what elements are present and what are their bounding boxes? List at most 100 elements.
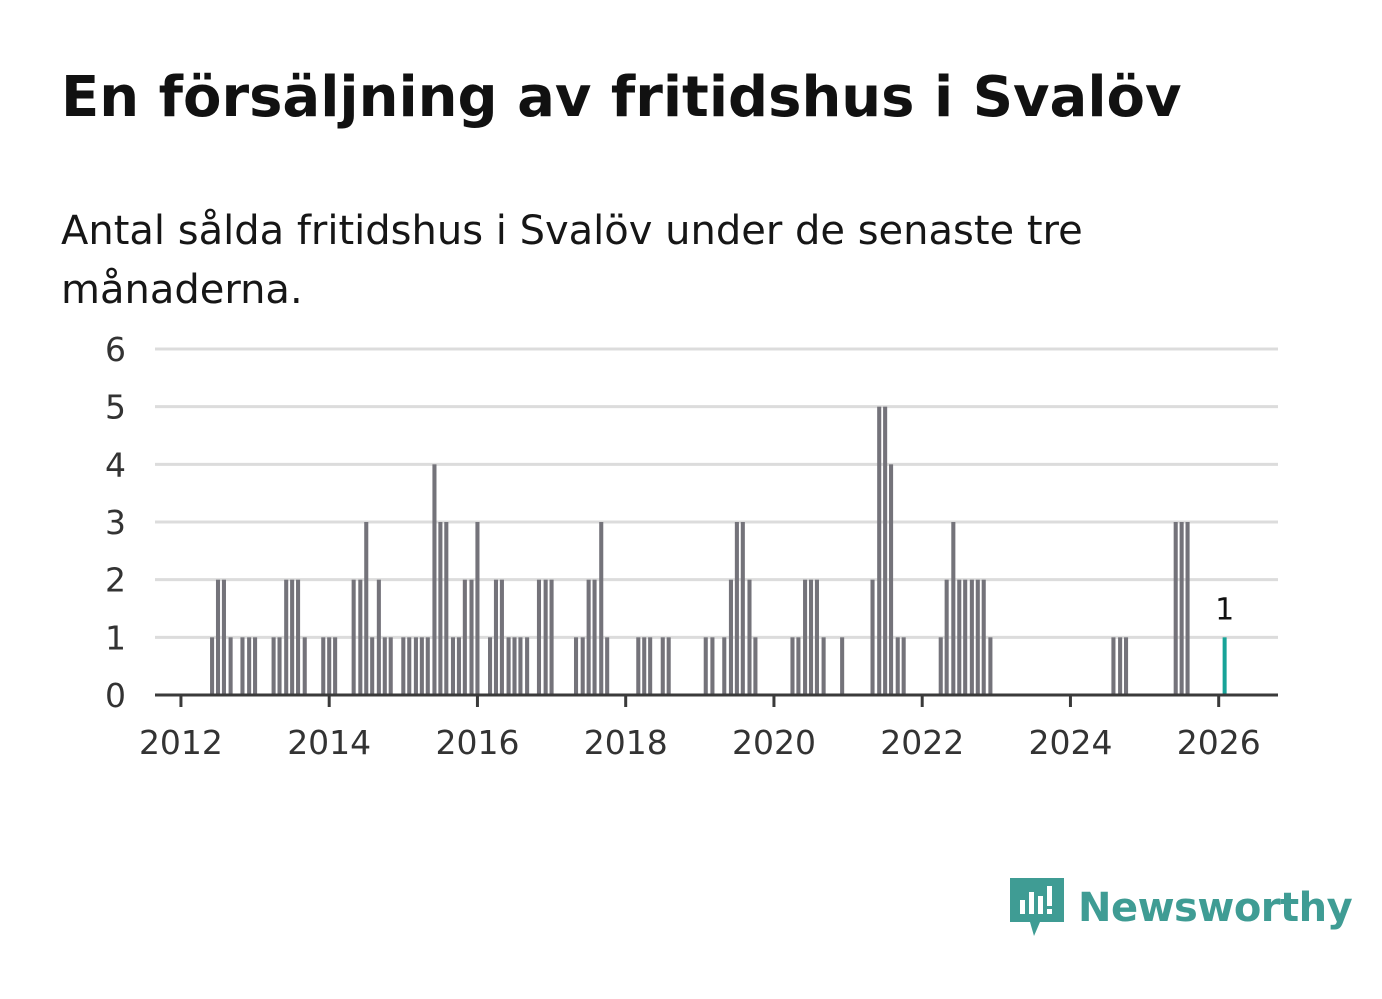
bar	[271, 637, 276, 695]
bar	[753, 637, 758, 695]
bar	[388, 637, 393, 695]
bar	[284, 579, 289, 695]
bar	[382, 637, 387, 695]
y-axis-labels: 0 1 2 3 4 5 6	[105, 330, 126, 715]
x-tick-label: 2024	[1028, 723, 1112, 762]
bar	[963, 579, 968, 695]
bar	[592, 579, 597, 695]
bar	[642, 637, 647, 695]
bar	[462, 579, 467, 695]
bar	[327, 637, 332, 695]
bar	[302, 637, 307, 695]
bar	[1185, 522, 1190, 695]
bar	[221, 579, 226, 695]
bar	[580, 637, 585, 695]
y-tick-label: 0	[105, 676, 126, 715]
x-axis	[155, 693, 1278, 707]
bar	[290, 579, 295, 695]
bar	[808, 579, 814, 695]
bar	[1124, 637, 1129, 695]
gridlines	[155, 347, 1278, 639]
bar	[488, 637, 493, 695]
bar	[605, 637, 610, 695]
chart-subtitle: Antal sålda fritidshus i Svalöv under de…	[61, 208, 1083, 313]
bar	[586, 579, 591, 695]
y-tick-label: 4	[105, 445, 126, 484]
y-tick-label: 5	[105, 388, 126, 427]
bar	[358, 579, 363, 695]
bar	[351, 579, 356, 695]
bar	[636, 637, 641, 695]
newsworthy-logo-text: Newsworthy	[1078, 885, 1353, 931]
bar	[1118, 637, 1123, 695]
bar	[364, 522, 369, 695]
data-labels: 1	[1215, 592, 1234, 627]
bar	[419, 637, 424, 695]
bar	[512, 637, 517, 695]
x-tick-label: 2016	[435, 723, 519, 762]
bar	[456, 637, 461, 695]
bar	[710, 637, 715, 695]
bar	[951, 522, 956, 695]
bar	[438, 522, 443, 695]
x-tick-label: 2018	[584, 723, 668, 762]
bar	[840, 637, 845, 695]
bar	[240, 637, 245, 695]
bar	[1173, 522, 1178, 695]
bar	[228, 637, 233, 695]
x-axis-labels: 2012 2014 2016 2018 2020 2022 2024 2026	[139, 723, 1261, 762]
bar	[277, 637, 282, 695]
x-tick-label: 2020	[732, 723, 816, 762]
bar	[740, 522, 745, 695]
bar	[988, 637, 993, 695]
bar	[247, 637, 252, 695]
bar	[210, 637, 215, 695]
chart-title: En försäljning av fritidshus i Svalöv	[61, 65, 1182, 130]
bar	[883, 406, 888, 695]
bar	[296, 579, 301, 695]
bar	[981, 579, 986, 695]
y-tick-label: 6	[105, 330, 126, 369]
bar	[728, 579, 733, 695]
bar	[796, 637, 801, 695]
bar	[870, 579, 875, 695]
bar	[722, 637, 727, 695]
y-tick-label: 1	[105, 618, 126, 657]
bar	[376, 579, 381, 695]
bar	[975, 579, 980, 695]
bar	[401, 637, 406, 695]
bar	[599, 522, 604, 695]
bar	[889, 464, 894, 695]
bars	[210, 406, 1227, 695]
bar	[475, 522, 480, 695]
bar	[703, 637, 708, 695]
bar	[895, 637, 900, 695]
bar	[814, 579, 819, 695]
bar	[253, 637, 258, 695]
bar	[747, 579, 752, 695]
newsworthy-logo-icon	[1010, 878, 1064, 936]
bar	[407, 637, 412, 695]
newsworthy-logo: Newsworthy	[1010, 878, 1353, 938]
bar	[877, 406, 882, 695]
highlight-value-label: 1	[1215, 592, 1234, 627]
x-tick-label: 2022	[880, 723, 964, 762]
y-tick-label: 3	[105, 503, 126, 542]
bar	[803, 579, 808, 695]
bar	[536, 579, 542, 695]
bar	[957, 579, 962, 695]
bar	[1179, 522, 1184, 695]
bar	[450, 637, 456, 695]
bar	[518, 637, 523, 695]
bar	[944, 579, 949, 695]
bar	[790, 637, 795, 695]
bar	[734, 522, 739, 695]
bar	[901, 637, 906, 695]
bar	[370, 637, 375, 695]
x-tick-label: 2026	[1177, 723, 1261, 762]
bar	[543, 579, 548, 695]
bar	[969, 579, 974, 695]
bar	[648, 637, 653, 695]
bar	[660, 637, 665, 695]
bar	[1111, 637, 1116, 695]
